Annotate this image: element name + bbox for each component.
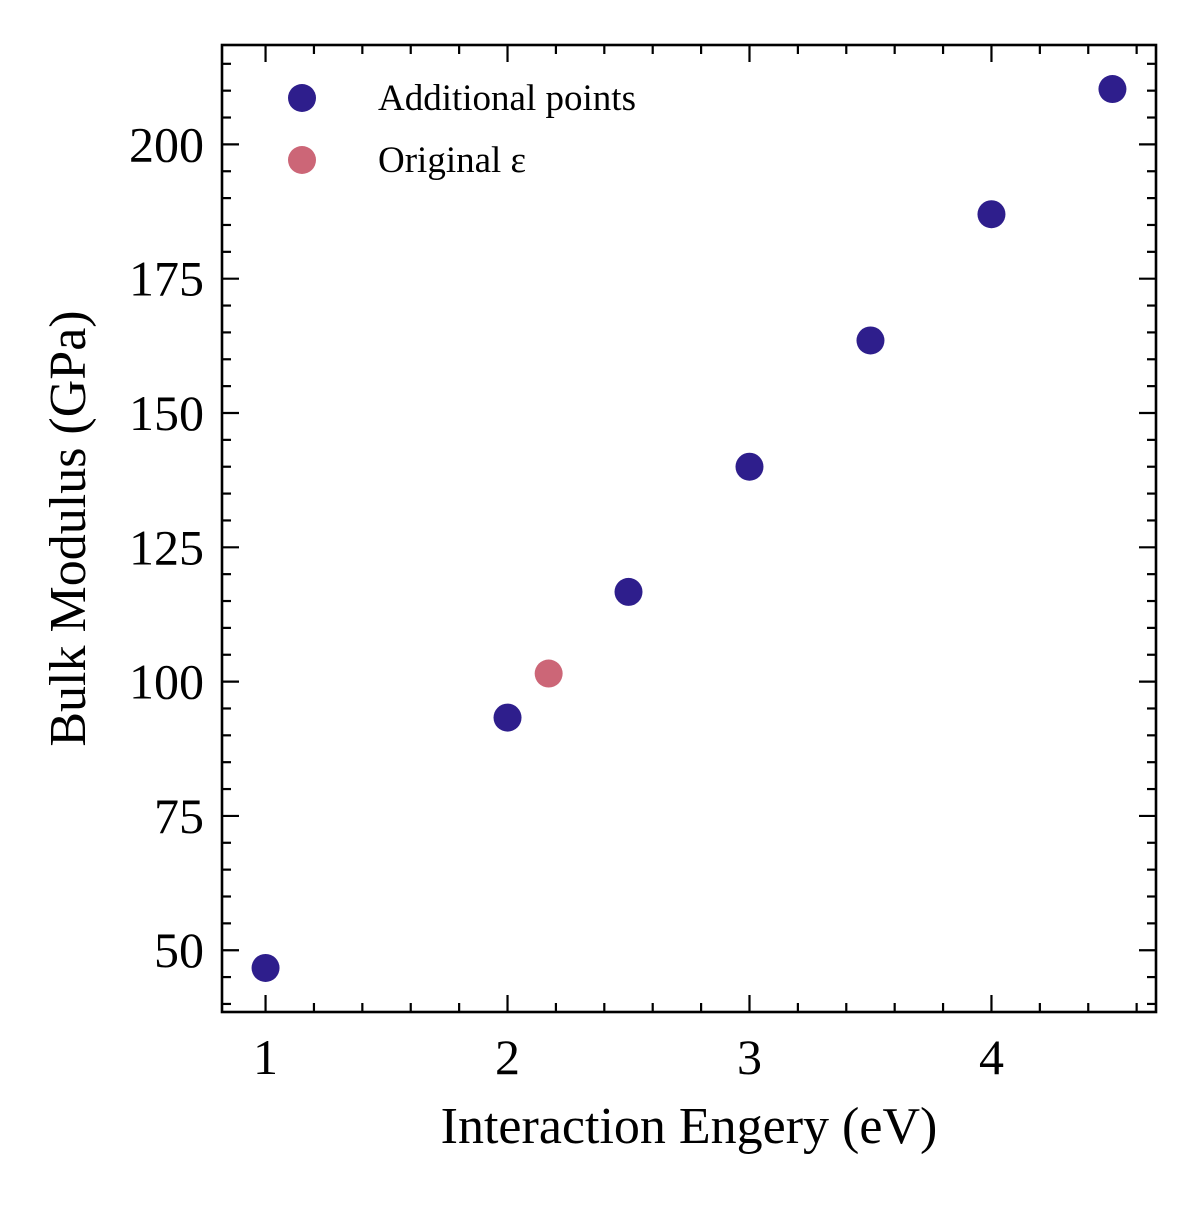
y-tick-label: 175 xyxy=(129,251,204,307)
tick-labels-layer: 1 2 3 4 50 75 100 125 150 175 200 xyxy=(129,116,1004,1085)
data-point xyxy=(977,200,1006,229)
data-point xyxy=(251,953,280,982)
y-tick-label: 150 xyxy=(129,385,204,441)
data-point xyxy=(735,452,764,481)
legend-label: Original ε xyxy=(378,140,526,181)
data-point xyxy=(614,577,643,606)
data-point xyxy=(534,659,563,688)
legend-marker xyxy=(288,84,316,112)
plot-frame xyxy=(220,43,1158,1014)
data-point xyxy=(1098,75,1127,104)
points-layer xyxy=(251,75,1127,982)
data-point xyxy=(493,703,522,732)
y-tick-label: 50 xyxy=(154,922,204,978)
x-tick-label: 2 xyxy=(495,1029,520,1085)
x-tick-label: 1 xyxy=(253,1029,278,1085)
legend: Additional points Original ε xyxy=(288,78,636,181)
legend-marker xyxy=(288,146,316,174)
data-point xyxy=(856,326,885,355)
x-tick-label: 4 xyxy=(979,1029,1004,1085)
y-tick-label: 125 xyxy=(129,519,204,575)
x-axis-title: Interaction Engery (eV) xyxy=(441,1098,938,1155)
ticks-layer xyxy=(222,45,1156,1012)
y-axis-title: Bulk Modulus (GPa) xyxy=(40,310,97,746)
y-tick-label: 75 xyxy=(154,788,204,844)
legend-label: Additional points xyxy=(378,78,636,119)
y-tick-label: 200 xyxy=(129,116,204,172)
y-tick-label: 100 xyxy=(129,654,204,710)
x-tick-label: 3 xyxy=(737,1029,762,1085)
